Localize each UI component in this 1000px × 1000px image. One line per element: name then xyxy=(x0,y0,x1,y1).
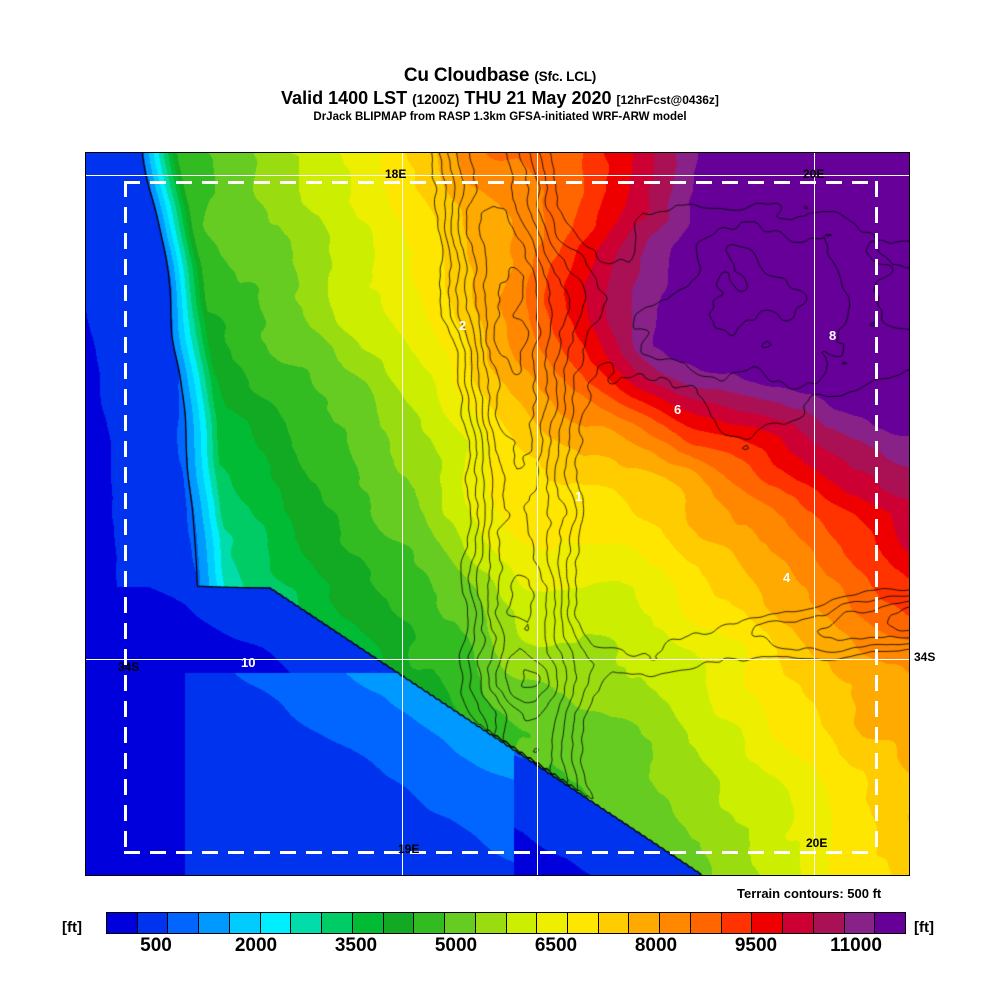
colorbar-segment-9 xyxy=(382,912,414,934)
colorbar-tick-9500: 9500 xyxy=(734,935,778,956)
colorbar-tick-5000: 5000 xyxy=(434,935,478,956)
figure-title-block: Cu Cloudbase (Sfc. LCL) Valid 1400 LST (… xyxy=(0,66,1000,124)
title-main-text: Cu Cloudbase xyxy=(403,65,530,86)
colorbar-segment-16 xyxy=(597,912,629,934)
valid-time-text: Valid 1400 LST xyxy=(281,88,408,108)
colorbar-segment-14 xyxy=(536,912,568,934)
colorbar-segment-3 xyxy=(198,912,229,934)
colorbar-segment-1 xyxy=(136,912,168,934)
title-line-valid: Valid 1400 LST (1200Z) THU 21 May 2020 [… xyxy=(0,89,1000,107)
colorbar-unit-left: [ft] xyxy=(62,919,82,936)
colorbar-segment-17 xyxy=(628,912,660,934)
colorbar-segment-24 xyxy=(843,912,875,934)
colorbar-tick-8000: 8000 xyxy=(634,935,678,956)
map-panel[interactable] xyxy=(85,152,910,876)
terrain-contour-note: Terrain contours: 500 ft xyxy=(737,886,882,901)
colorbar-segment-2 xyxy=(167,912,199,934)
map-raster-field xyxy=(86,153,909,875)
colorbar-segment-0 xyxy=(106,912,137,934)
title-subtitle-text: (Sfc. LCL) xyxy=(534,69,597,84)
colorbar-segment-7 xyxy=(321,912,352,934)
colorbar-tick-11000: 11000 xyxy=(830,935,882,956)
valid-time-utc: (1200Z) xyxy=(412,92,460,107)
colorbar-gradient[interactable] xyxy=(106,912,907,934)
colorbar-segment-21 xyxy=(751,912,783,934)
colorbar-segment-22 xyxy=(782,912,813,934)
colorbar-tick-labels: 500 2000 3500 5000 6500 8000 9500 11000 xyxy=(106,935,906,961)
colorbar-panel: [ft] [ft] 500 2000 3500 5000 6500 8000 9500 110… xyxy=(0,905,1000,965)
colorbar-segment-10 xyxy=(413,912,445,934)
colorbar-tick-3500: 3500 xyxy=(334,935,378,956)
valid-date-text: THU 21 May 2020 xyxy=(464,88,612,108)
colorbar-tick-2000: 2000 xyxy=(234,935,278,956)
colorbar-segment-18 xyxy=(659,912,690,934)
title-line-primary: Cu Cloudbase (Sfc. LCL) xyxy=(0,66,1000,85)
colorbar-tick-500: 500 xyxy=(140,935,172,956)
colorbar-segment-12 xyxy=(474,912,506,934)
colorbar-unit-right: [ft] xyxy=(914,919,934,936)
colorbar-segment-8 xyxy=(351,912,383,934)
colorbar-segment-20 xyxy=(720,912,752,934)
colorbar-segment-11 xyxy=(444,912,475,934)
colorbar-segment-25 xyxy=(874,912,907,934)
title-line-model: DrJack BLIPMAP from RASP 1.3km GFSA-init… xyxy=(313,111,687,123)
colorbar-segment-15 xyxy=(567,912,598,934)
latitude-edge-label: 34S xyxy=(914,650,936,664)
colorbar-segment-23 xyxy=(812,912,844,934)
forecast-hour-text: [12hrFcst@0436z] xyxy=(616,93,719,107)
colorbar-segment-4 xyxy=(228,912,260,934)
colorbar-segment-19 xyxy=(689,912,721,934)
colorbar-segment-6 xyxy=(290,912,322,934)
colorbar-segment-13 xyxy=(505,912,537,934)
colorbar-tick-6500: 6500 xyxy=(534,935,578,956)
colorbar-segment-5 xyxy=(259,912,291,934)
